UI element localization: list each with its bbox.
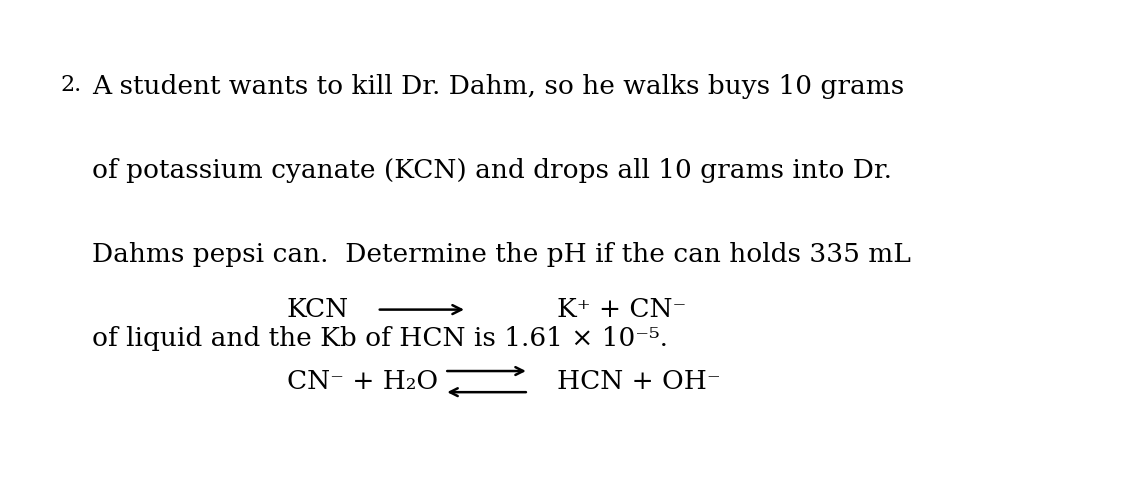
Text: CN⁻ + H₂O: CN⁻ + H₂O (287, 369, 438, 394)
Text: Dahms pepsi can.  Determine the pH if the can holds 335 mL: Dahms pepsi can. Determine the pH if the… (92, 242, 911, 267)
Text: of liquid and the Kb of HCN is 1.61 × 10⁻⁵.: of liquid and the Kb of HCN is 1.61 × 10… (92, 326, 668, 351)
Text: KCN: KCN (287, 297, 349, 322)
Text: of potassium cyanate (KCN) and drops all 10 grams into Dr.: of potassium cyanate (KCN) and drops all… (92, 158, 892, 183)
Text: K⁺ + CN⁻: K⁺ + CN⁻ (557, 297, 686, 322)
Text: A student wants to kill Dr. Dahm, so he walks buys 10 grams: A student wants to kill Dr. Dahm, so he … (92, 74, 905, 99)
Text: HCN + OH⁻: HCN + OH⁻ (557, 369, 721, 394)
Text: 2.: 2. (61, 74, 82, 96)
